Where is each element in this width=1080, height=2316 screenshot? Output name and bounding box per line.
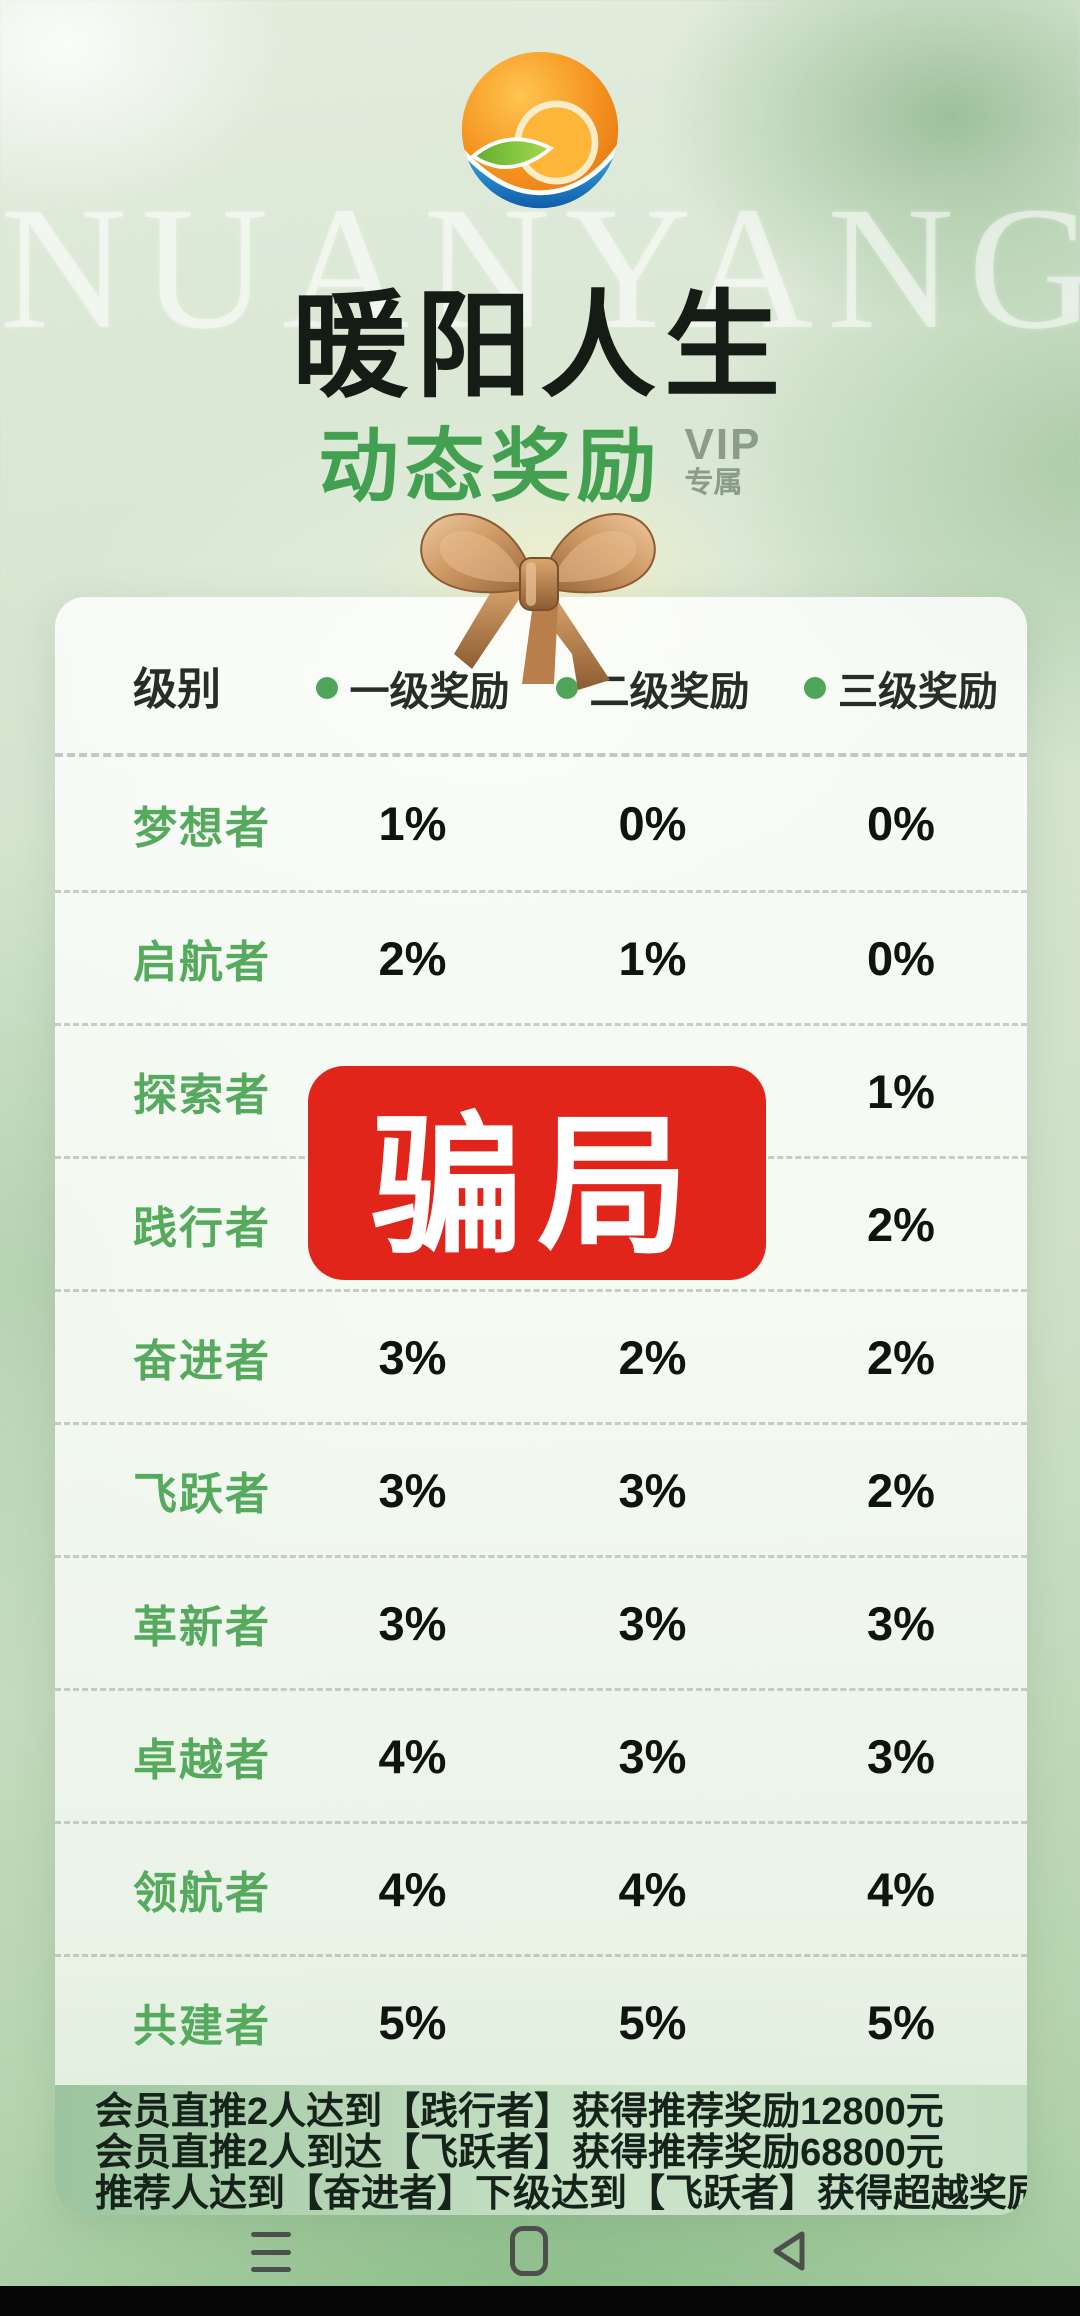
bonus-footer-band: 会员直推2人达到【践行者】获得推荐奖励12800元 会员直推2人到达【飞跃者】获… bbox=[55, 2085, 1027, 2215]
table-row: 探索者 1% bbox=[55, 1023, 1027, 1156]
reward-cell: 2% bbox=[867, 1197, 935, 1251]
reward-cell: 3% bbox=[618, 1463, 687, 1517]
header-reward-3: 三级奖励 bbox=[775, 659, 1027, 717]
table-header-row: 级别 一级奖励 二级奖励 三级奖励 bbox=[55, 597, 1027, 757]
reward-cell: 5% bbox=[618, 1995, 687, 2049]
table-row: 飞跃者 3% 3% 2% bbox=[55, 1422, 1027, 1555]
level-cell: 飞跃者 bbox=[133, 1470, 271, 1519]
vip-sub-label: 专属 bbox=[684, 466, 743, 499]
header-reward-1: 一级奖励 bbox=[295, 659, 530, 717]
reward-cell: 2% bbox=[618, 1330, 687, 1384]
home-icon[interactable] bbox=[510, 2226, 548, 2276]
level-cell: 领航者 bbox=[133, 1869, 271, 1918]
reward-cell: 4% bbox=[378, 1862, 447, 1916]
reward-cell: 3% bbox=[867, 1596, 935, 1650]
menu-icon[interactable] bbox=[251, 2232, 291, 2272]
vip-badge: VIP 专属 bbox=[684, 419, 762, 499]
reward-cell: 3% bbox=[378, 1330, 447, 1384]
reward-cell: 4% bbox=[378, 1729, 447, 1783]
reward-cell: 3% bbox=[378, 1463, 447, 1517]
reward-cell: 1% bbox=[867, 1064, 935, 1118]
reward-cell: 3% bbox=[867, 1729, 935, 1783]
bonus-line: 推荐人达到【奋进者】下级达到【飞跃者】获得超越奖励28800元 bbox=[95, 2173, 1027, 2215]
table-row: 革新者 3% 3% 3% bbox=[55, 1555, 1027, 1688]
subtitle-row: 动态奖励 VIP 专属 bbox=[0, 402, 1080, 518]
level-cell: 共建者 bbox=[133, 2002, 271, 2051]
header-level: 级别 bbox=[133, 665, 221, 714]
level-cell: 革新者 bbox=[133, 1603, 271, 1652]
table-row: 奋进者 3% 2% 2% bbox=[55, 1289, 1027, 1422]
level-cell: 奋进者 bbox=[133, 1337, 271, 1386]
vip-label: VIP bbox=[684, 419, 762, 469]
bonus-line: 会员直推2人达到【践行者】获得推荐奖励12800元 bbox=[95, 2091, 944, 2133]
subtitle-label: 动态奖励 bbox=[318, 422, 663, 511]
back-icon[interactable] bbox=[766, 2228, 812, 2274]
header-reward-2-label: 二级奖励 bbox=[589, 670, 750, 714]
reward-cell: 1% bbox=[618, 931, 687, 985]
table-row: 梦想者 1% 0% 0% bbox=[55, 757, 1027, 890]
reward-cell: 5% bbox=[378, 1995, 447, 2049]
table-row: 领航者 4% 4% 4% bbox=[55, 1821, 1027, 1954]
green-dot-icon bbox=[315, 677, 338, 699]
reward-cell: 1% bbox=[378, 797, 447, 850]
reward-cell: 2% bbox=[867, 1463, 935, 1517]
header-reward-1-label: 一级奖励 bbox=[349, 670, 510, 714]
reward-cell: 4% bbox=[867, 1862, 935, 1916]
reward-cell: 3% bbox=[618, 1596, 687, 1650]
scam-stamp-label: 骗局 bbox=[371, 1102, 703, 1272]
table-row: 卓越者 4% 3% 3% bbox=[55, 1688, 1027, 1821]
green-dot-icon bbox=[804, 677, 826, 699]
bonus-line: 会员直推2人到达【飞跃者】获得推荐奖励68800元 bbox=[95, 2132, 944, 2174]
reward-cell: 3% bbox=[618, 1729, 687, 1783]
level-cell: 卓越者 bbox=[133, 1736, 271, 1785]
green-dot-icon bbox=[555, 677, 578, 699]
reward-cell: 2% bbox=[867, 1330, 935, 1384]
android-nav-bar bbox=[0, 2218, 1080, 2286]
reward-cell: 2% bbox=[378, 931, 447, 985]
bottom-black-strip bbox=[0, 2286, 1080, 2316]
sun-leaf-wave-logo-icon bbox=[458, 48, 622, 212]
reward-cell: 4% bbox=[618, 1862, 687, 1916]
table-row: 共建者 5% 5% 5% bbox=[55, 1954, 1027, 2087]
level-cell: 践行者 bbox=[133, 1204, 271, 1253]
header-reward-2: 二级奖励 bbox=[530, 659, 775, 717]
reward-cell: 5% bbox=[867, 1995, 935, 2049]
level-cell: 启航者 bbox=[133, 938, 271, 987]
scam-stamp: 骗局 bbox=[308, 1066, 766, 1280]
table-row: 启航者 2% 1% 0% bbox=[55, 890, 1027, 1023]
page-title: 暖阳人生 bbox=[292, 281, 788, 411]
level-cell: 梦想者 bbox=[133, 803, 271, 853]
reward-table-card: 级别 一级奖励 二级奖励 三级奖励 梦想者 1% 0% 0% 启航者 2% 1%… bbox=[55, 597, 1027, 2215]
reward-cell: 0% bbox=[618, 797, 687, 850]
header-reward-3-label: 三级奖励 bbox=[838, 670, 998, 714]
gold-ribbon-bow-icon bbox=[402, 484, 674, 690]
level-cell: 探索者 bbox=[133, 1071, 271, 1120]
reward-cell: 0% bbox=[867, 931, 935, 985]
reward-cell: 0% bbox=[867, 797, 935, 850]
reward-cell: 3% bbox=[378, 1596, 447, 1650]
